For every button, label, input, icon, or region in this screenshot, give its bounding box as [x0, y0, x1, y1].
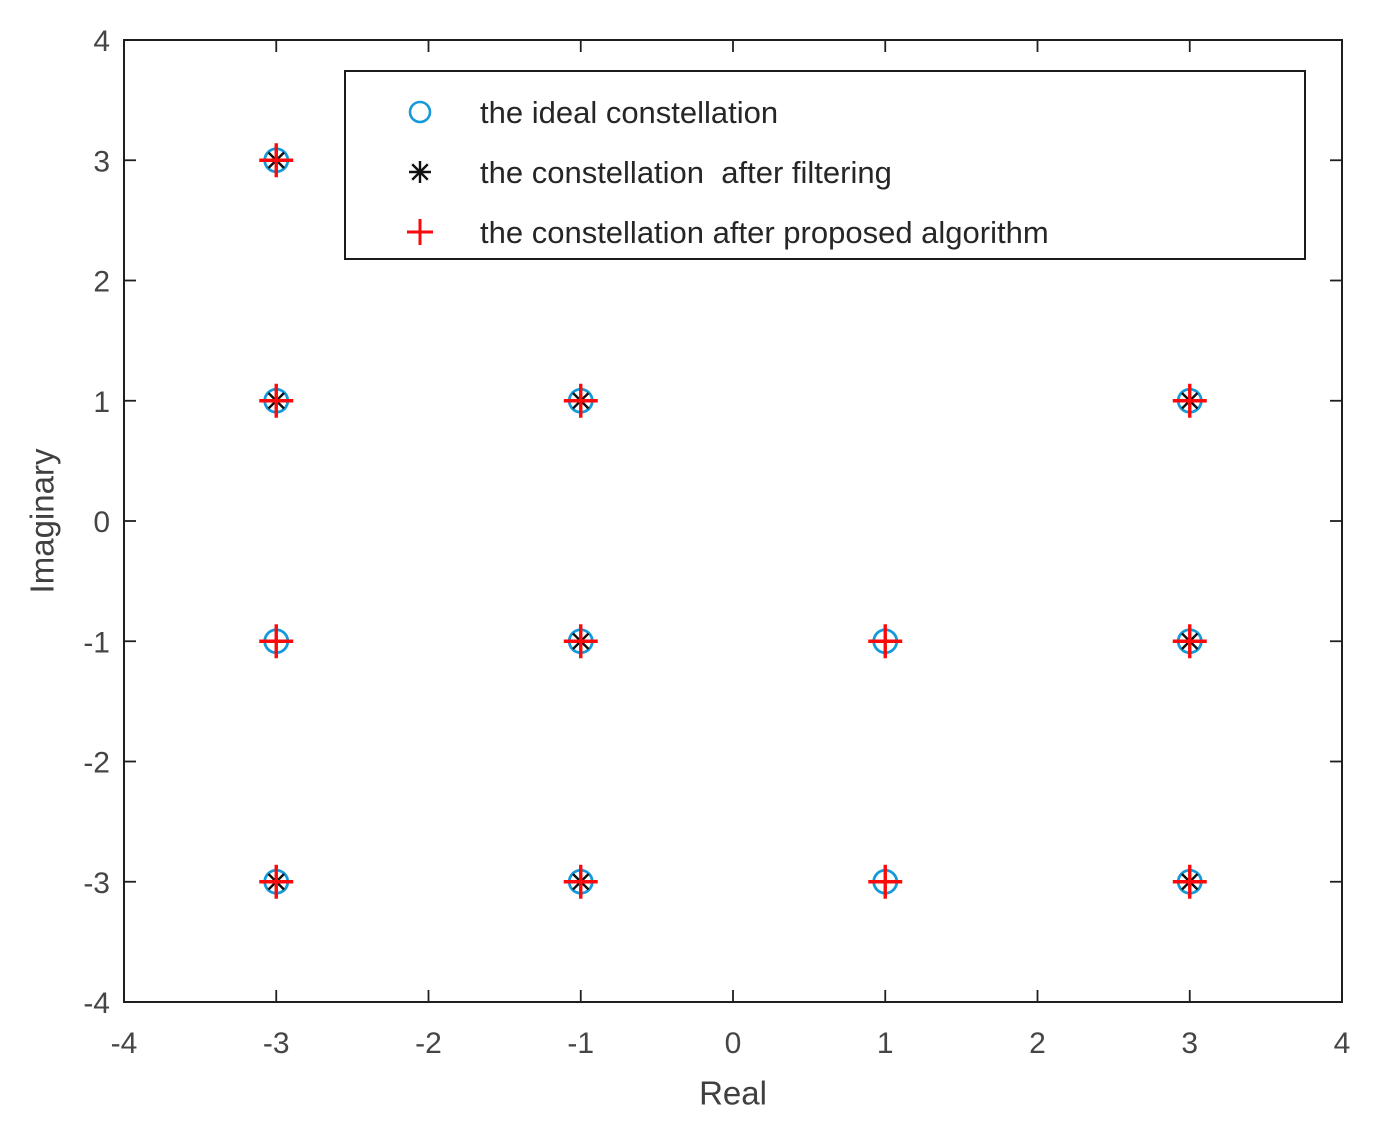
data-point-plus: [868, 624, 903, 659]
x-tick-label: 4: [1334, 1027, 1351, 1060]
data-point-plus: [1172, 383, 1207, 418]
y-tick-label: -3: [83, 867, 110, 900]
y-tick-label: 1: [93, 386, 110, 419]
x-tick-label: -1: [567, 1027, 594, 1060]
x-tick-label: 2: [1029, 1027, 1046, 1060]
data-point-plus: [407, 219, 433, 245]
data-point-plus: [1172, 864, 1207, 899]
y-axis-label: Imaginary: [23, 448, 61, 594]
x-tick-label: 0: [725, 1027, 742, 1060]
data-point-plus: [259, 143, 294, 178]
data-point-plus: [563, 624, 598, 659]
data-point-plus: [563, 864, 598, 899]
y-tick-label: -1: [83, 626, 110, 659]
legend-marker-plus-icon: [407, 219, 433, 245]
legend: the ideal constellation the constellatio…: [344, 70, 1306, 260]
x-tick-label: 1: [877, 1027, 894, 1060]
data-point-plus: [1172, 624, 1207, 659]
legend-label-filtering: the constellation after filtering: [480, 154, 892, 190]
legend-item-proposed: the constellation after proposed algorit…: [346, 202, 1304, 262]
data-point-plus: [868, 864, 903, 899]
x-axis-label: Real: [699, 1074, 767, 1112]
data-point-plus: [259, 383, 294, 418]
legend-label-ideal: the ideal constellation: [480, 94, 779, 130]
data-point-asterisk: [409, 161, 431, 183]
legend-item-filtering: the constellation after filtering: [346, 142, 1304, 202]
y-tick-label: 4: [93, 25, 110, 58]
data-point-circle: [408, 100, 432, 124]
x-tick-label: -3: [263, 1027, 290, 1060]
data-point-plus: [563, 383, 598, 418]
y-tick-label: 0: [93, 506, 110, 539]
y-tick-label: -4: [83, 987, 110, 1020]
legend-marker-asterisk-icon: [409, 161, 431, 183]
x-tick-label: -4: [111, 1027, 138, 1060]
x-tick-label: 3: [1181, 1027, 1198, 1060]
data-point-plus: [259, 624, 294, 659]
y-tick-label: 3: [93, 145, 110, 178]
legend-marker-circle-icon: [408, 100, 432, 124]
legend-label-proposed: the constellation after proposed algorit…: [480, 214, 1049, 250]
legend-item-ideal: the ideal constellation: [346, 82, 1304, 142]
y-tick-label: 2: [93, 266, 110, 299]
y-tick-label: -2: [83, 747, 110, 780]
data-point-plus: [259, 864, 294, 899]
x-tick-label: -2: [415, 1027, 442, 1060]
